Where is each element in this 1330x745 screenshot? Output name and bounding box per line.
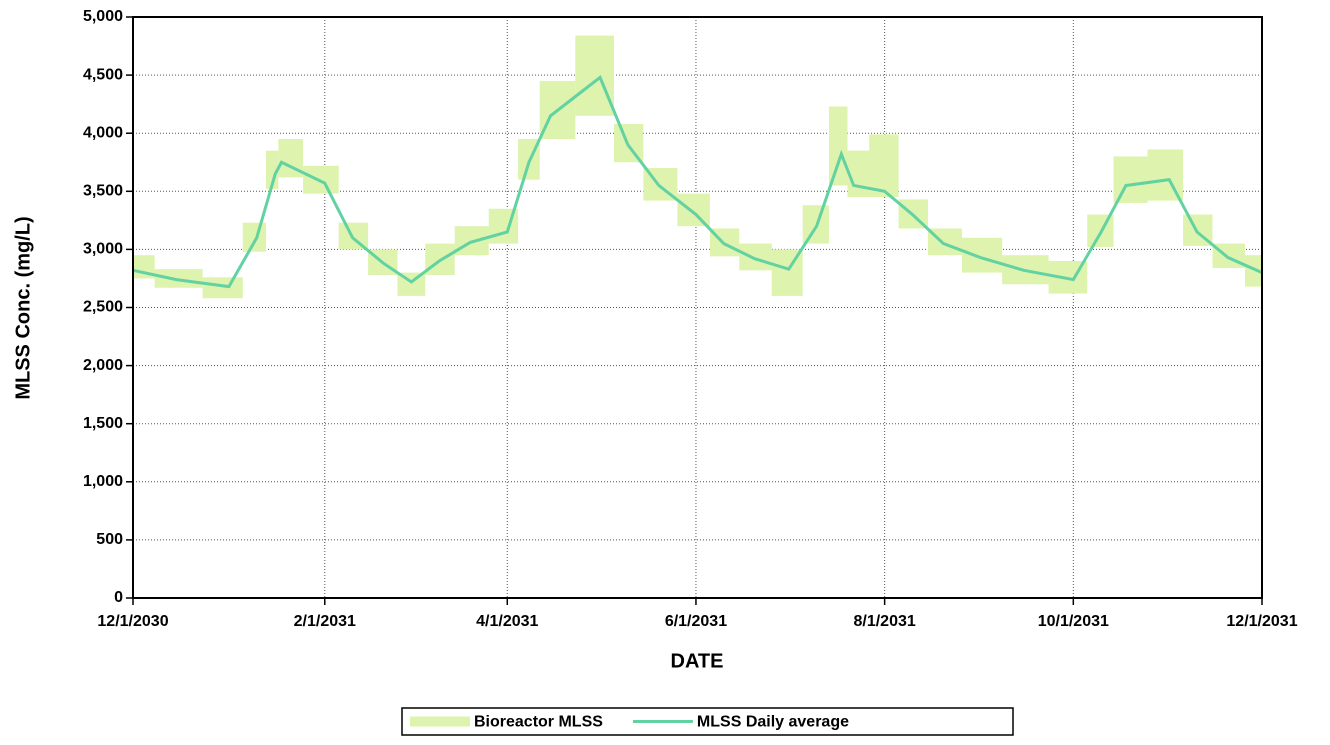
y-tick-label: 0 — [114, 589, 123, 606]
range-band — [869, 134, 899, 198]
y-tick-label: 3,500 — [83, 183, 123, 200]
y-tick-label: 2,500 — [83, 299, 123, 316]
range-band — [677, 193, 710, 227]
range-band — [1244, 255, 1262, 287]
range-band — [1113, 156, 1148, 203]
range-band — [575, 35, 614, 116]
y-axis-title: MLSS Conc. (mg/L) — [12, 216, 34, 399]
y-tick-label: 4,000 — [83, 124, 123, 141]
legend-box — [401, 707, 1014, 736]
range-band — [202, 277, 243, 299]
x-tick-label: 4/1/2031 — [476, 613, 538, 630]
average-line — [132, 75, 1263, 289]
range-band — [847, 150, 870, 198]
y-tick-label: 2,000 — [83, 357, 123, 374]
legend-label: Bioreactor MLSS — [474, 714, 603, 731]
x-tick-label: 12/1/2030 — [97, 613, 168, 630]
x-tick-label: 8/1/2031 — [853, 613, 915, 630]
x-tick-label: 12/1/2031 — [1226, 613, 1297, 630]
y-tick-label: 4,500 — [83, 66, 123, 83]
y-tick-label: 500 — [96, 531, 123, 548]
x-axis-title: DATE — [671, 650, 724, 672]
range-band — [961, 237, 1003, 273]
x-tick-label: 2/1/2031 — [294, 613, 356, 630]
range-band — [266, 150, 279, 189]
range-band — [739, 243, 772, 271]
x-tick-label: 6/1/2031 — [665, 613, 727, 630]
range-band — [242, 222, 267, 252]
x-tick-label: 10/1/2031 — [1038, 613, 1109, 630]
y-tick-label: 3,000 — [83, 241, 123, 258]
legend-label: MLSS Daily average — [697, 714, 849, 731]
y-tick-label: 1,000 — [83, 473, 123, 490]
y-tick-label: 5,000 — [83, 8, 123, 25]
plot-frame — [132, 16, 1263, 599]
y-tick-label: 1,500 — [83, 415, 123, 432]
range-band — [828, 106, 848, 186]
